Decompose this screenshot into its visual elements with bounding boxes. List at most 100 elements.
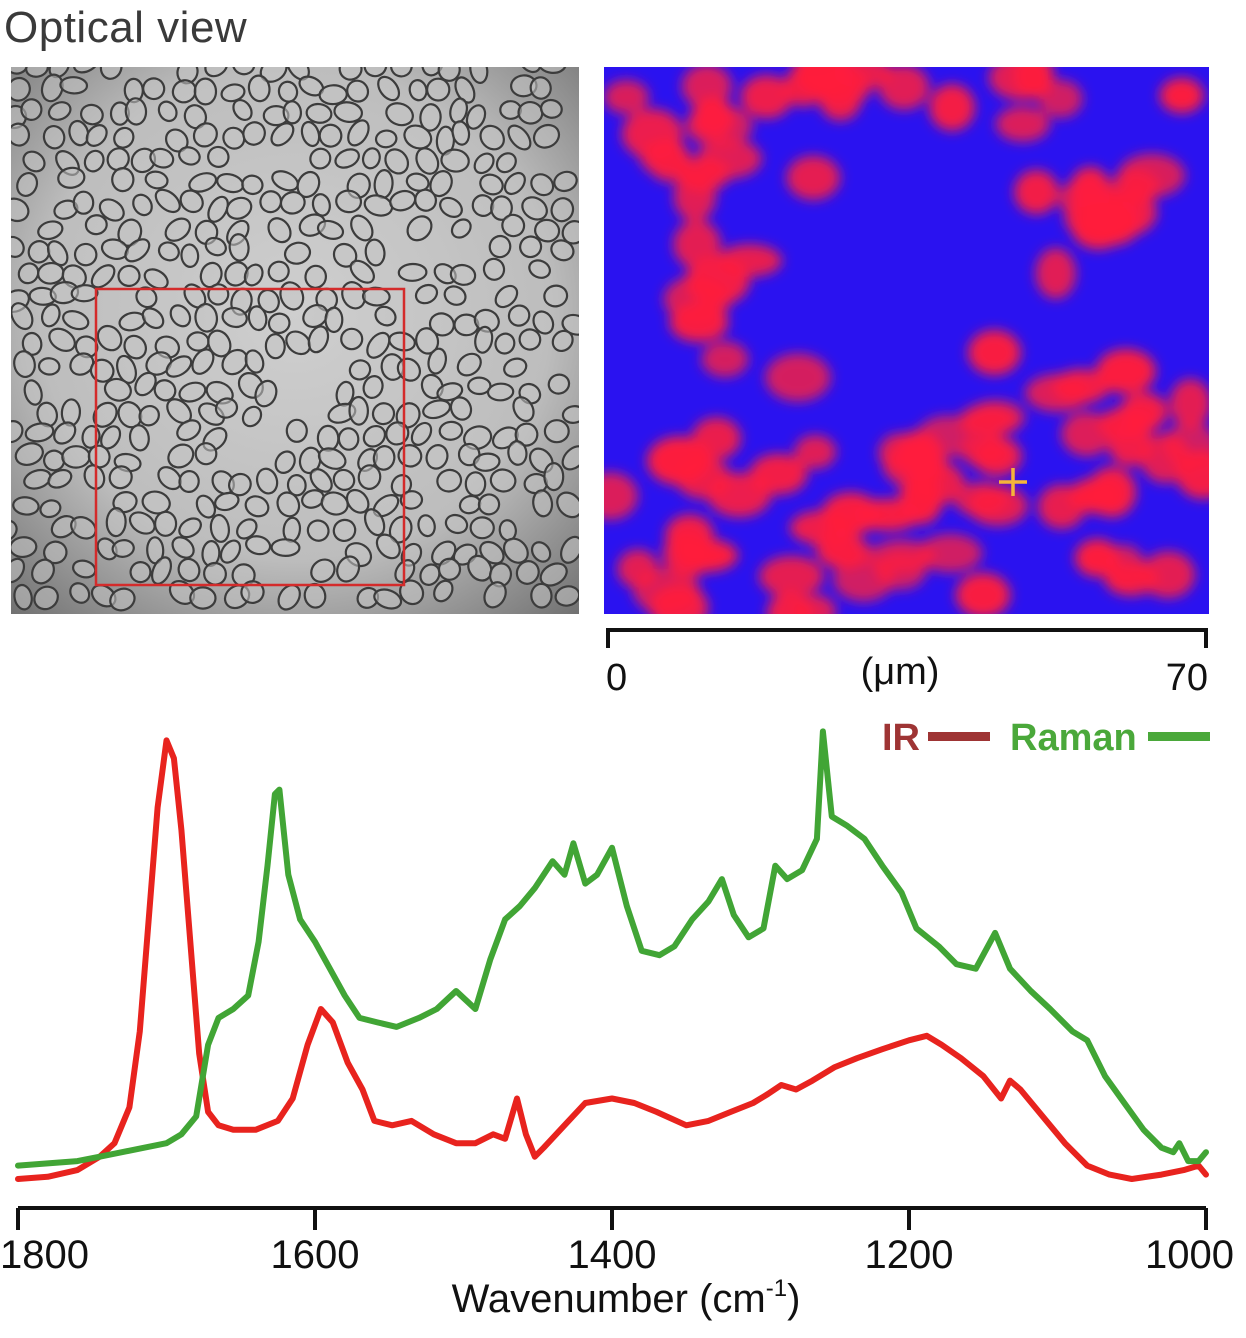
red-blood-cell bbox=[48, 327, 76, 352]
red-blood-cell bbox=[340, 327, 364, 351]
red-blood-cell bbox=[178, 470, 200, 493]
red-blood-cell bbox=[362, 375, 384, 399]
red-blood-cell bbox=[70, 284, 99, 303]
red-blood-cell bbox=[11, 122, 31, 147]
red-blood-cell bbox=[13, 350, 36, 379]
red-blood-cell bbox=[225, 196, 253, 220]
red-blood-cell bbox=[188, 172, 218, 193]
x-tick-label: 1400 bbox=[568, 1233, 657, 1277]
red-blood-cell bbox=[464, 471, 487, 497]
red-blood-cell bbox=[179, 189, 204, 214]
red-blood-cell bbox=[116, 354, 137, 384]
red-blood-cell bbox=[90, 264, 116, 289]
red-blood-cell bbox=[332, 518, 357, 543]
red-blood-cell bbox=[191, 348, 215, 375]
red-blood-cell bbox=[37, 220, 64, 241]
red-blood-cell bbox=[274, 450, 296, 474]
red-blood-cell bbox=[259, 190, 283, 214]
red-blood-cell bbox=[454, 76, 476, 104]
red-blood-cell bbox=[129, 561, 152, 584]
red-blood-cell bbox=[124, 97, 148, 126]
red-blood-cell bbox=[279, 191, 306, 215]
red-blood-cell bbox=[494, 284, 519, 309]
legend-raman-label: Raman bbox=[1010, 717, 1137, 759]
red-blood-cell bbox=[483, 581, 507, 609]
red-blood-cell bbox=[503, 357, 528, 378]
red-blood-cell bbox=[286, 474, 307, 497]
red-blood-cell bbox=[164, 217, 192, 242]
red-blood-cell bbox=[177, 557, 201, 583]
series-line-ir bbox=[15, 737, 1209, 1182]
map-cell bbox=[1025, 374, 1091, 412]
map-cell bbox=[794, 594, 837, 614]
red-blood-cell bbox=[422, 399, 452, 420]
map-cell bbox=[1061, 411, 1113, 457]
red-blood-cell bbox=[20, 98, 43, 121]
red-blood-cell bbox=[467, 554, 493, 582]
red-blood-cell bbox=[39, 499, 62, 519]
red-blood-cell bbox=[390, 67, 413, 78]
red-blood-cells bbox=[11, 67, 579, 612]
red-blood-cell bbox=[33, 585, 59, 611]
red-blood-cell bbox=[415, 327, 440, 355]
red-blood-cell bbox=[306, 519, 330, 542]
red-blood-cell bbox=[363, 67, 388, 78]
red-blood-cell bbox=[53, 421, 77, 445]
red-blood-cell bbox=[479, 173, 504, 196]
red-blood-cell bbox=[134, 371, 157, 397]
red-blood-cell bbox=[228, 472, 252, 497]
red-blood-cell bbox=[85, 124, 108, 147]
red-blood-cell bbox=[176, 419, 202, 442]
red-blood-cell bbox=[543, 284, 569, 308]
red-blood-cell bbox=[204, 236, 227, 257]
red-blood-cell bbox=[399, 490, 424, 510]
red-blood-cell bbox=[98, 198, 125, 222]
crosshair-marker[interactable] bbox=[999, 468, 1027, 496]
red-blood-cell bbox=[390, 474, 413, 497]
red-blood-cell bbox=[193, 77, 218, 106]
red-blood-cell bbox=[334, 148, 360, 169]
red-blood-cell bbox=[374, 129, 398, 149]
map-cell bbox=[1169, 378, 1209, 429]
red-blood-cell bbox=[189, 586, 217, 610]
red-blood-cell bbox=[419, 103, 442, 132]
red-blood-cell bbox=[72, 190, 95, 215]
red-blood-cell bbox=[57, 166, 86, 189]
map-cell bbox=[955, 572, 1011, 614]
map-cell bbox=[953, 481, 1009, 517]
map-cell bbox=[759, 555, 824, 598]
map-cell bbox=[958, 404, 1018, 437]
map-cell bbox=[765, 353, 831, 402]
red-blood-cell bbox=[495, 152, 517, 174]
roi-selection-box[interactable] bbox=[94, 287, 406, 587]
red-blood-cell bbox=[73, 242, 98, 267]
red-blood-cell bbox=[165, 355, 193, 378]
red-blood-cell bbox=[153, 379, 177, 402]
red-blood-cell bbox=[157, 466, 182, 491]
red-blood-cell bbox=[332, 468, 356, 491]
red-blood-cell bbox=[204, 67, 229, 78]
red-blood-cell bbox=[144, 170, 169, 190]
red-blood-cell bbox=[285, 418, 308, 443]
map-cell bbox=[995, 106, 1050, 142]
red-blood-cell bbox=[40, 73, 64, 103]
red-blood-cell bbox=[195, 494, 217, 519]
plot-area bbox=[15, 728, 1209, 1182]
red-blood-cell bbox=[384, 148, 410, 175]
map-cell bbox=[1108, 424, 1153, 467]
map-cell bbox=[696, 138, 762, 179]
red-blood-cell bbox=[267, 217, 292, 244]
red-blood-cell bbox=[530, 173, 555, 197]
red-blood-cell bbox=[142, 77, 166, 101]
red-blood-cell bbox=[494, 332, 516, 355]
red-blood-cell bbox=[178, 517, 202, 539]
red-blood-cell bbox=[521, 196, 548, 221]
red-blood-cell bbox=[244, 349, 265, 374]
red-blood-cell bbox=[83, 149, 105, 173]
red-blood-cell bbox=[232, 98, 253, 122]
map-cell bbox=[786, 155, 841, 200]
map-cell bbox=[663, 275, 732, 323]
red-blood-cell bbox=[247, 305, 268, 332]
map-cell bbox=[662, 530, 711, 580]
red-blood-cell bbox=[178, 381, 207, 403]
